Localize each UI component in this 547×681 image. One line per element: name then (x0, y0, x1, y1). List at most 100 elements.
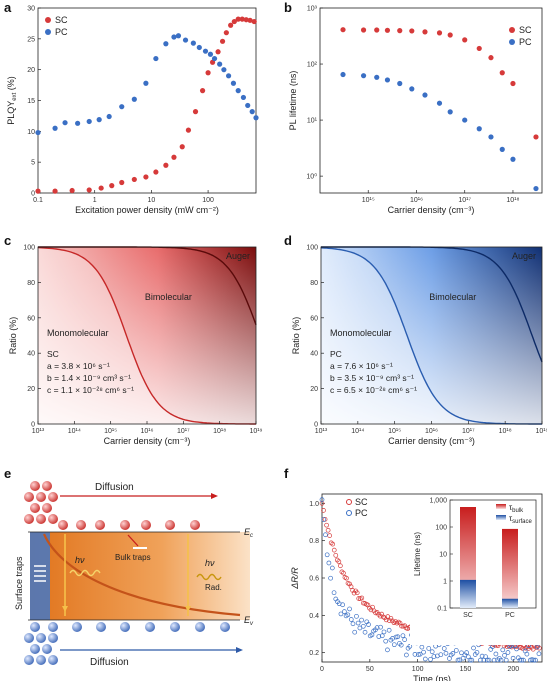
point-pc (484, 657, 490, 663)
point-pc (362, 629, 368, 635)
point-pc (474, 650, 480, 655)
point-pc (207, 51, 214, 57)
point-pc (498, 657, 504, 663)
chart-transient-reflectance: 0 50 100 150 200 0.2 0.4 0.6 0.8 1.0 Time (ps) ΔR/R… (290, 493, 543, 681)
point-pc (340, 602, 346, 608)
x-tick-label: 50 (366, 666, 374, 673)
y-tick-label: 1.0 (309, 501, 319, 508)
point-pc (459, 650, 464, 656)
x-tick-label: 10¹⁵ (362, 197, 375, 204)
param-line-1: a = 3.8 × 10⁶ s⁻¹ (47, 361, 110, 371)
x-tick-label: 10¹⁷ (458, 197, 471, 204)
hole (24, 655, 34, 665)
x-axis-label: Carrier density (cm⁻³) (388, 205, 475, 215)
point-pc (329, 565, 335, 571)
point-pc (345, 612, 351, 618)
point-pc (393, 634, 399, 640)
point-sc (347, 581, 352, 587)
legend-marker-sc (346, 499, 352, 505)
point-pc (143, 80, 149, 86)
point-pc (502, 653, 507, 658)
point-pc (374, 625, 380, 630)
point-pc (469, 657, 475, 663)
monomolecular-label: Monomolecular (47, 328, 109, 338)
x-tick-label: 10¹⁴ (351, 428, 364, 435)
hole (48, 633, 58, 643)
x-axis-label: Carrier density (cm⁻³) (104, 436, 191, 446)
inset-y-tick-label: 1,000 (429, 498, 447, 505)
point-sc (192, 109, 199, 115)
point-sc (388, 615, 394, 621)
point-sc (163, 162, 169, 168)
point-pc (519, 657, 525, 663)
point-pc (211, 55, 218, 62)
point-pc (381, 629, 387, 635)
hole (48, 655, 58, 665)
hv-left-label: hν (75, 555, 85, 565)
point-pc (366, 622, 371, 627)
point-sc (199, 88, 206, 94)
inset-legend-bulk-label: τbulk (509, 503, 524, 514)
pl-lifetime-frame (319, 7, 543, 194)
inset-legend-bulk-swatch (496, 504, 506, 509)
point-pc (52, 125, 58, 131)
point-sc (340, 27, 346, 33)
point-pc (331, 590, 337, 596)
point-pc (190, 40, 196, 46)
point-sc (338, 563, 343, 569)
photon-wave-left (69, 569, 101, 577)
y-tick-label: 10³ (307, 6, 318, 13)
legend-marker-sc (509, 27, 515, 33)
point-pc (409, 86, 415, 92)
point-pc (443, 650, 449, 656)
y-axis-label: Ratio (%) (8, 317, 18, 355)
point-pc (479, 653, 485, 659)
bulk-traps-label: Bulk traps (115, 553, 151, 562)
y-tick-label: 10² (307, 62, 318, 69)
point-pc (419, 644, 425, 650)
point-pc (517, 657, 523, 663)
electron (24, 514, 34, 524)
hole (42, 644, 52, 654)
y-tick-label: 0 (314, 422, 318, 429)
electron (36, 514, 46, 524)
point-sc (384, 27, 391, 33)
electron (48, 492, 58, 502)
band-gap-region (30, 532, 250, 620)
point-sc (321, 508, 326, 513)
y-tick-label: 0 (31, 191, 35, 198)
inset-category-label: SC (463, 612, 473, 619)
point-sc (231, 18, 237, 25)
point-pc (533, 657, 538, 663)
point-pc (429, 649, 435, 655)
point-pc (464, 650, 469, 656)
electron (30, 503, 40, 513)
electron (190, 520, 200, 530)
point-pc (376, 634, 382, 639)
y-axis-label: PLQYext (%) (6, 76, 18, 125)
y-tick-label: 10¹ (307, 118, 318, 125)
auger-label: Auger (226, 251, 250, 261)
point-sc (235, 16, 241, 22)
panel-letter-e: e (4, 466, 11, 481)
y-tick-label: 60 (310, 315, 318, 322)
y-tick-label: 80 (27, 280, 35, 287)
bimolecular-label: Bimolecular (145, 292, 192, 302)
x-tick-label: 0 (320, 666, 324, 673)
y-tick-label: 20 (27, 67, 35, 74)
mono-region-shade (321, 247, 542, 424)
hole (36, 655, 46, 665)
x-tick-label: 10¹⁸ (213, 428, 226, 435)
y-tick-label: 60 (27, 315, 35, 322)
point-pc (323, 532, 328, 538)
hole (220, 622, 230, 632)
point-sc (331, 547, 337, 553)
electron (95, 520, 105, 530)
inset-y-tick-label: 100 (435, 525, 447, 532)
y-tick-label: 0 (31, 422, 35, 429)
point-pc (391, 642, 397, 648)
monomolecular-label: Monomolecular (330, 328, 392, 338)
point-pc (225, 73, 232, 79)
inset-y-tick-label: 10 (439, 552, 447, 559)
